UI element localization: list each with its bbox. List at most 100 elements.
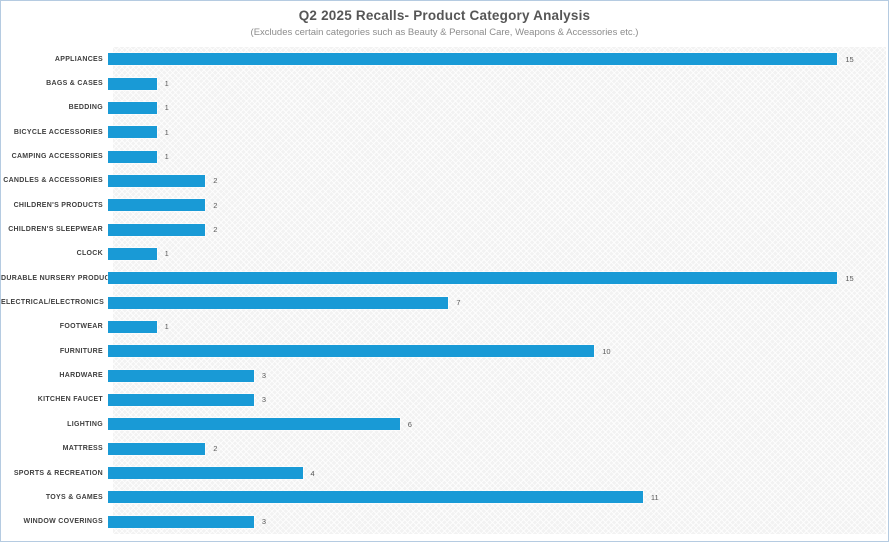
category-label: MATTRESS xyxy=(62,445,103,453)
bar xyxy=(108,247,157,260)
bar xyxy=(108,515,254,528)
category-label: FURNITURE xyxy=(59,347,103,355)
category-label: BICYCLE ACCESSORIES xyxy=(13,128,103,136)
bar-row: SPORTS & RECREATION 4 xyxy=(1,461,886,485)
plot-area-background xyxy=(113,47,886,534)
category-label: ELECTRICAL/ELECTRONICS xyxy=(1,299,105,307)
bar-row: ELECTRICAL/ELECTRONICS 7 xyxy=(1,290,886,314)
value-label: 2 xyxy=(213,444,218,454)
category-label: HARDWARE xyxy=(59,372,103,380)
bar xyxy=(108,393,254,406)
bar-row: CAMPING ACCESSORIES 1 xyxy=(1,144,886,168)
value-label: 2 xyxy=(213,200,218,210)
category-label: APPLIANCES xyxy=(54,55,103,63)
bar xyxy=(108,320,157,333)
value-label: 1 xyxy=(164,249,169,259)
bar-track: 2 xyxy=(108,217,886,241)
value-label: 3 xyxy=(261,395,267,405)
bar-track: 2 xyxy=(108,193,886,217)
value-label: 1 xyxy=(164,127,169,137)
bar-row: APPLIANCES 15 xyxy=(1,47,886,71)
category-label: CAMPING ACCESSORIES xyxy=(11,153,103,161)
bar xyxy=(108,369,254,382)
bar-row: CLOCK 1 xyxy=(1,242,886,266)
category-label: KITCHEN FAUCET xyxy=(37,396,103,404)
category-label: BAGS & CASES xyxy=(46,80,103,88)
bar-track: 1 xyxy=(108,120,886,144)
bar-row: LIGHTING 6 xyxy=(1,412,886,436)
bar xyxy=(108,126,157,139)
bar-row: TOYS & GAMES 11 xyxy=(1,485,886,509)
category-label: CLOCK xyxy=(76,250,103,258)
value-label: 4 xyxy=(310,468,315,478)
bar-row: KITCHEN FAUCET 3 xyxy=(1,388,886,412)
bar xyxy=(108,272,838,285)
chart-header: Q2 2025 Recalls- Product Category Analys… xyxy=(1,8,888,38)
bar-row: BICYCLE ACCESSORIES 1 xyxy=(1,120,886,144)
bar-row: WINDOW COVERINGS 3 xyxy=(1,510,886,534)
bar-row: FOOTWEAR 1 xyxy=(1,315,886,339)
bar-row: CHILDREN'S PRODUCTS 2 xyxy=(1,193,886,217)
bar-track: 15 xyxy=(108,47,886,71)
category-label: BEDDING xyxy=(68,104,103,112)
value-label: 1 xyxy=(164,103,169,113)
value-label: 2 xyxy=(213,176,218,186)
value-label: 1 xyxy=(164,79,169,89)
value-label: 2 xyxy=(213,225,218,235)
bar-track: 2 xyxy=(108,437,886,461)
bar xyxy=(108,199,206,212)
bar-row: DURABLE NURSERY PRODUCT 15 xyxy=(1,266,886,290)
category-label: CHILDREN'S SLEEPWEAR xyxy=(8,226,103,234)
bar xyxy=(108,442,206,455)
bar-track: 15 xyxy=(108,266,886,290)
bar-row: BAGS & CASES 1 xyxy=(1,71,886,95)
bar xyxy=(108,53,838,66)
bar-track: 7 xyxy=(108,290,886,314)
bar-row: MATTRESS 2 xyxy=(1,437,886,461)
category-label: LIGHTING xyxy=(67,420,103,428)
bar xyxy=(108,345,595,358)
category-label: CANDLES & ACCESSORIES xyxy=(3,177,103,185)
bar-track: 3 xyxy=(108,388,886,412)
value-label: 15 xyxy=(845,54,854,64)
bar-track: 4 xyxy=(108,461,886,485)
value-label: 7 xyxy=(456,298,461,308)
value-label: 11 xyxy=(650,492,659,502)
bar-row: CHILDREN'S SLEEPWEAR 2 xyxy=(1,217,886,241)
value-label: 3 xyxy=(261,517,267,527)
bar xyxy=(108,174,206,187)
category-label: WINDOW COVERINGS xyxy=(23,518,103,526)
value-label: 1 xyxy=(164,152,169,162)
bar-row: BEDDING 1 xyxy=(1,96,886,120)
value-label: 3 xyxy=(261,371,267,381)
bar xyxy=(108,418,400,431)
bar-track: 3 xyxy=(108,363,886,387)
bar xyxy=(108,77,157,90)
bar-track: 2 xyxy=(108,169,886,193)
value-label: 10 xyxy=(602,346,611,356)
bar xyxy=(108,491,643,504)
value-label: 6 xyxy=(407,419,412,429)
category-label: DURABLE NURSERY PRODUCT xyxy=(1,274,115,282)
bar-track: 1 xyxy=(108,144,886,168)
bar-track: 1 xyxy=(108,71,886,95)
bar-track: 1 xyxy=(108,242,886,266)
bar-row: CANDLES & ACCESSORIES 2 xyxy=(1,169,886,193)
value-label: 1 xyxy=(164,322,169,332)
bar-track: 1 xyxy=(108,96,886,120)
bar-track: 6 xyxy=(108,412,886,436)
bar-track: 1 xyxy=(108,315,886,339)
bar xyxy=(108,467,303,480)
bar-track: 3 xyxy=(108,510,886,534)
bar xyxy=(108,296,449,309)
category-label: CHILDREN'S PRODUCTS xyxy=(13,201,103,209)
bar xyxy=(108,101,157,114)
chart-title: Q2 2025 Recalls- Product Category Analys… xyxy=(298,8,591,23)
bar xyxy=(108,150,157,163)
category-label: SPORTS & RECREATION xyxy=(13,469,103,477)
bar-row: FURNITURE 10 xyxy=(1,339,886,363)
value-label: 15 xyxy=(845,273,854,283)
category-label: TOYS & GAMES xyxy=(45,493,103,501)
bar-track: 10 xyxy=(108,339,886,363)
